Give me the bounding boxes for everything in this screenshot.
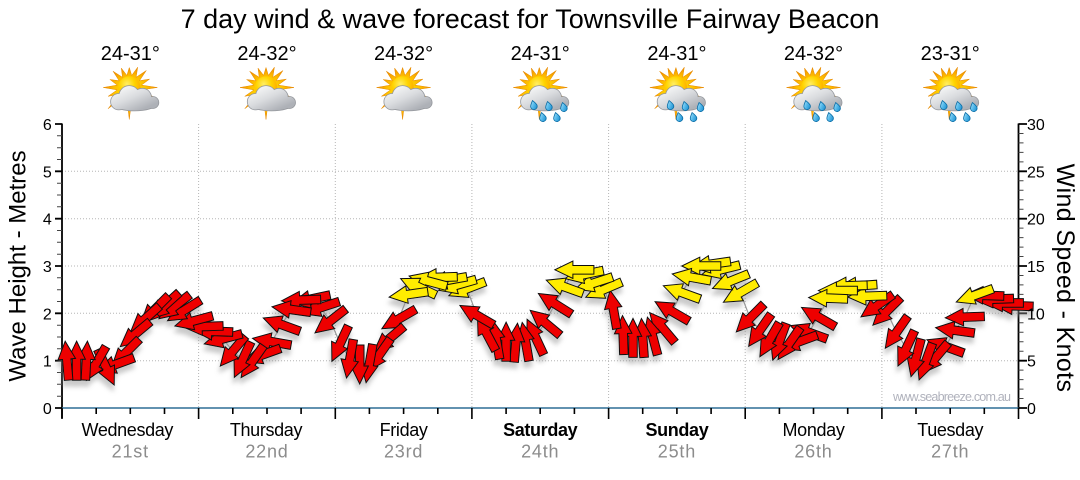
svg-text:Saturday: Saturday [503, 420, 578, 440]
svg-text:22nd: 22nd [245, 442, 288, 462]
svg-text:Sunday: Sunday [645, 420, 708, 440]
svg-text:24-31°: 24-31° [101, 43, 160, 65]
svg-text:23-31°: 23-31° [921, 43, 980, 65]
svg-text:6: 6 [43, 117, 52, 134]
svg-text:2: 2 [43, 306, 52, 323]
svg-text:Wednesday: Wednesday [82, 420, 174, 440]
svg-text:5: 5 [43, 164, 52, 181]
svg-text:Friday: Friday [380, 420, 428, 440]
svg-text:Thursday: Thursday [230, 420, 303, 440]
svg-text:5: 5 [1027, 354, 1036, 371]
svg-text:Monday: Monday [783, 420, 845, 440]
svg-text:Wave Height - Metres: Wave Height - Metres [5, 150, 32, 381]
svg-text:0: 0 [1027, 401, 1036, 418]
svg-text:24-32°: 24-32° [784, 43, 843, 65]
svg-text:24th: 24th [521, 442, 559, 462]
svg-text:4: 4 [43, 212, 52, 229]
svg-text:24-31°: 24-31° [511, 43, 570, 65]
svg-text:30: 30 [1027, 117, 1045, 134]
svg-text:0: 0 [43, 401, 52, 418]
svg-text:25: 25 [1027, 164, 1045, 181]
svg-text:25th: 25th [658, 442, 696, 462]
svg-text:24-32°: 24-32° [237, 43, 296, 65]
svg-text:Tuesday: Tuesday [917, 420, 983, 440]
svg-text:26th: 26th [794, 442, 832, 462]
svg-text:10: 10 [1027, 306, 1045, 323]
svg-text:15: 15 [1027, 259, 1045, 276]
svg-text:1: 1 [43, 354, 52, 371]
svg-text:7 day wind & wave forecast for: 7 day wind & wave forecast for Townsvill… [181, 4, 880, 34]
svg-text:23rd: 23rd [384, 442, 423, 462]
svg-text:24-32°: 24-32° [374, 43, 433, 65]
svg-text:Wind Speed - Knots: Wind Speed - Knots [1051, 164, 1079, 393]
svg-text:3: 3 [43, 259, 52, 276]
svg-text:24-31°: 24-31° [647, 43, 706, 65]
svg-text:www.seabreeze.com.au: www.seabreeze.com.au [892, 390, 1011, 404]
svg-text:27th: 27th [931, 442, 969, 462]
svg-text:21st: 21st [112, 442, 149, 462]
svg-text:20: 20 [1027, 212, 1045, 229]
